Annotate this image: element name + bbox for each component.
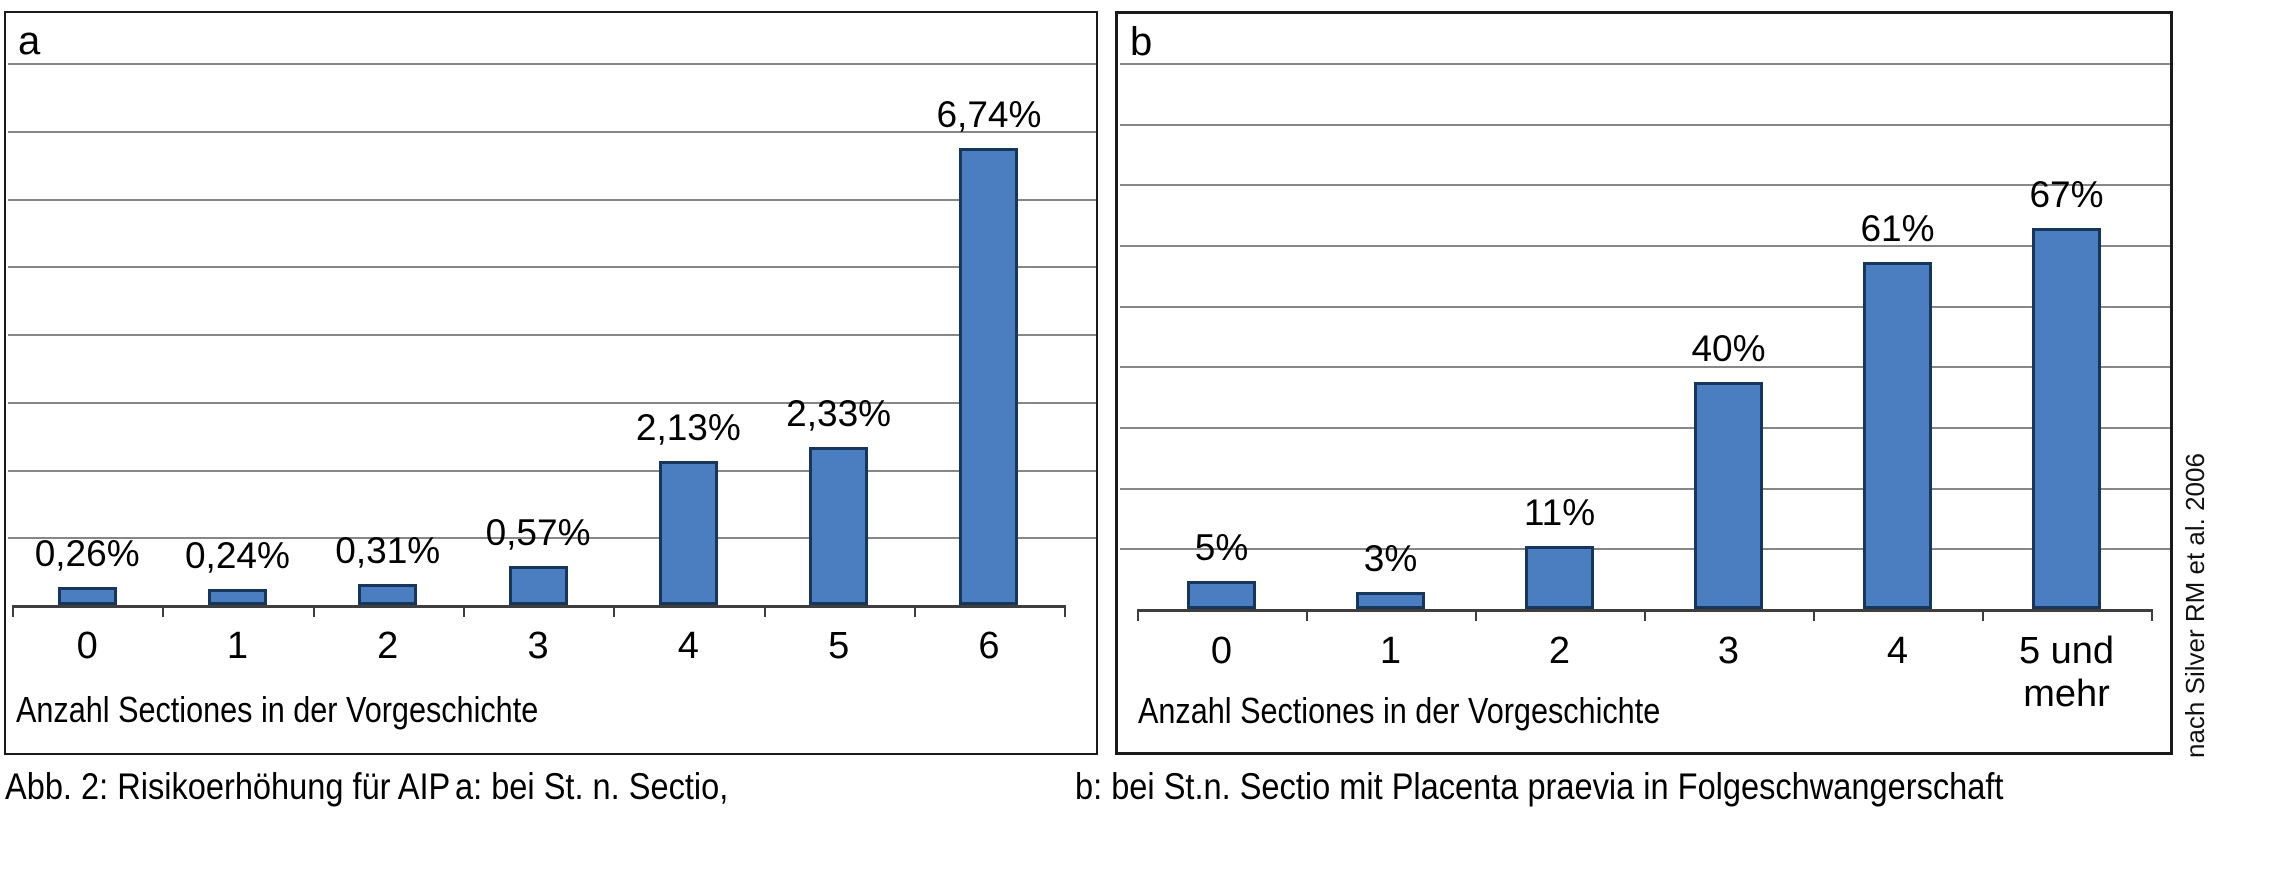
x-axis-tick	[763, 605, 766, 617]
source-note: nach Silver RM et al. 2006	[2180, 453, 2210, 758]
bar-label-2: 0,31%	[335, 529, 441, 571]
gridline	[8, 130, 1096, 133]
bar-label-1: 3%	[1363, 537, 1418, 579]
x-axis-tick	[1982, 609, 1984, 621]
x-axis-tick	[162, 605, 165, 617]
bar-1	[1356, 591, 1425, 609]
bar-2	[1525, 546, 1594, 609]
x-tick-label-2: 2	[377, 625, 399, 667]
x-axis-tick	[2151, 609, 2153, 621]
bar-5	[809, 447, 869, 605]
caption-b: b: bei St.n. Sectio mit Placenta praevia…	[1075, 766, 2004, 807]
bar-0	[57, 587, 117, 605]
gridline	[8, 198, 1096, 201]
x-axis-tick	[462, 605, 465, 617]
bar-label-3: 40%	[1691, 327, 1766, 369]
bar-label-5 und mehr: 67%	[2029, 173, 2104, 215]
gridline	[1120, 63, 2170, 65]
caption-main: Abb. 2: Risikoerhöhung für AIP	[5, 766, 451, 807]
panel-label-a: a	[18, 19, 41, 63]
x-axis-title-a: Anzahl Sectiones in der Vorgeschichte	[16, 689, 539, 730]
x-axis-tick	[12, 605, 14, 617]
gridline	[8, 266, 1096, 269]
bar-1	[207, 588, 267, 605]
x-tick-label-3: 3	[527, 625, 549, 667]
x-axis-tick	[913, 605, 916, 617]
x-tick-label-1: 1	[226, 625, 249, 667]
bar-label-4: 2,13%	[635, 406, 741, 448]
gridline	[8, 469, 1096, 472]
bar-2	[358, 583, 418, 605]
x-axis-tick	[1064, 605, 1067, 617]
gridline	[1120, 245, 2170, 247]
bar-3	[1694, 381, 1763, 609]
x-axis-tick	[1644, 609, 1646, 621]
gridline	[1120, 305, 2170, 308]
bar-label-5: 2,33%	[786, 393, 892, 435]
bar-label-4: 61%	[1860, 208, 1935, 250]
x-tick-label-2: 2	[1548, 630, 1571, 672]
bar-0	[1187, 580, 1256, 609]
x-tick-label-5 und mehr: 5 und mehr	[2018, 630, 2115, 715]
bar-5 und mehr	[2032, 227, 2101, 609]
gridline	[1120, 548, 2170, 551]
x-tick-label-4: 4	[1886, 630, 1909, 672]
x-tick-label-6: 6	[978, 625, 1000, 667]
gridline	[1120, 123, 2170, 126]
x-tick-label-0: 0	[76, 625, 98, 667]
bar-label-3: 0,57%	[485, 512, 591, 554]
gridline	[1120, 366, 2170, 369]
bar-label-2: 11%	[1523, 492, 1596, 534]
bar-label-1: 0,24%	[184, 534, 290, 576]
chart-panel-b: b 5% 0 3% 1 11% 2 40% 3 61% 4 67% 5 und mehr Anzahl…	[1115, 11, 2173, 755]
bar-label-0: 5%	[1194, 526, 1249, 568]
bar-4	[658, 460, 718, 605]
gridline	[1120, 184, 2170, 187]
bar-6	[959, 148, 1019, 605]
gridline	[8, 334, 1096, 336]
plot-area-a: 0,26% 0 0,24% 1 0,31% 2 0,57% 3 2,13% 4 2,33% 5 6,74…	[6, 13, 1096, 753]
x-axis-tick	[613, 605, 616, 617]
gridline	[8, 537, 1096, 540]
gridline	[8, 63, 1096, 65]
chart-panel-a: a 0,26% 0 0,24% 1 0,31% 2 0,57% 3 2,13% 4 2,33% 5 6,…	[4, 11, 1098, 755]
x-tick-label-3: 3	[1717, 630, 1740, 672]
bar-label-6: 6,74%	[936, 94, 1042, 136]
x-axis-tick	[1137, 609, 1139, 621]
bar-3	[508, 566, 568, 605]
x-axis-line	[12, 605, 1067, 608]
bar-4	[1863, 262, 1932, 609]
gridline	[8, 401, 1096, 404]
x-tick-label-5: 5	[828, 625, 850, 667]
x-axis-tick	[1813, 609, 1815, 621]
x-tick-label-1: 1	[1379, 630, 1402, 672]
bar-label-0: 0,26%	[34, 533, 140, 575]
panel-label-b: b	[1130, 20, 1153, 64]
x-axis-tick	[312, 605, 315, 617]
gridline	[1120, 487, 2170, 490]
x-axis-tick	[1306, 609, 1308, 621]
x-axis-tick	[1475, 609, 1477, 621]
x-axis-title-b: Anzahl Sectiones in der Vorgeschichte	[1138, 690, 1661, 731]
plot-area-b: 5% 0 3% 1 11% 2 40% 3 61% 4 67% 5 und mehr	[1118, 14, 2170, 752]
x-tick-label-4: 4	[677, 625, 699, 667]
x-tick-label-0: 0	[1210, 630, 1233, 672]
gridline	[1120, 427, 2170, 429]
caption-a: a: bei St. n. Sectio,	[455, 766, 729, 807]
